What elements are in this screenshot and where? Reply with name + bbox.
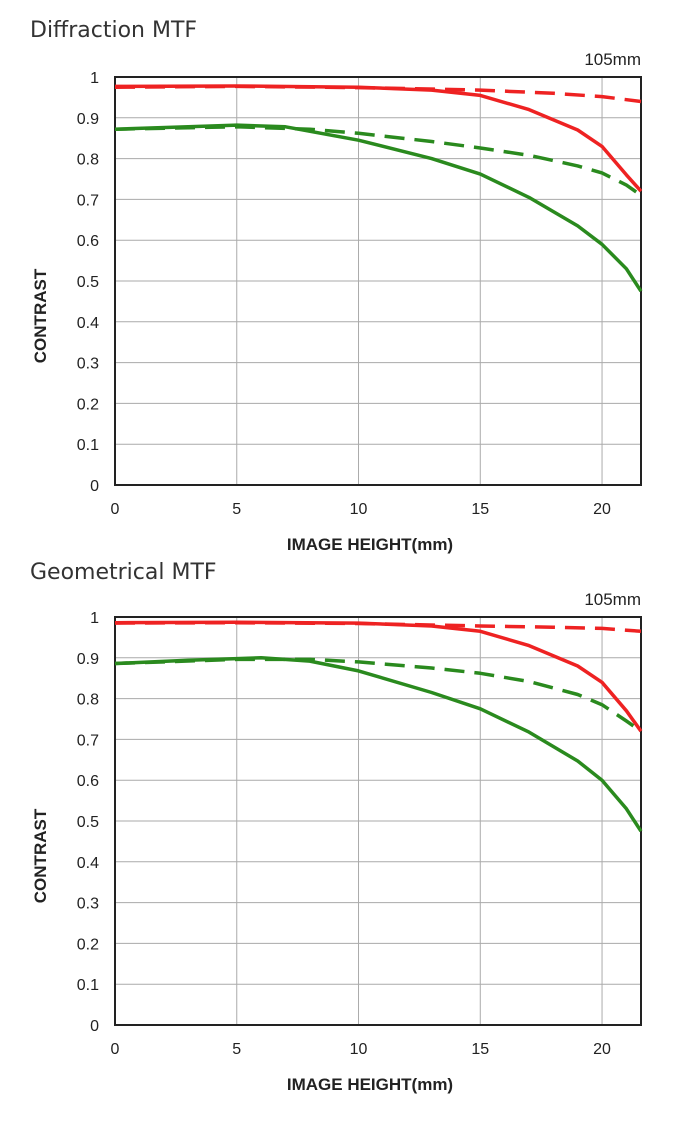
x-tick-label: 5: [232, 1041, 241, 1058]
x-tick-label: 5: [232, 501, 241, 518]
mtf-series-line: [114, 123, 643, 293]
x-tick-label: 20: [593, 1041, 611, 1058]
y-axis-label: CONTRAST: [31, 808, 50, 903]
y-tick-label: 0.9: [77, 651, 99, 668]
y-tick-label: 0.1: [77, 437, 99, 454]
x-tick-label: 15: [471, 501, 489, 518]
x-tick-label: 0: [111, 501, 120, 518]
y-tick-label: 1: [90, 70, 99, 87]
x-tick-label: 10: [350, 1041, 368, 1058]
diffraction-mtf-title: Diffraction MTF: [30, 18, 198, 43]
y-axis-label: CONTRAST: [31, 268, 50, 363]
y-tick-label: 0.7: [77, 732, 99, 749]
y-tick-label: 0.4: [77, 855, 99, 872]
y-tick-label: 0.1: [77, 977, 99, 994]
y-tick-label: 0: [90, 1018, 99, 1035]
y-tick-label: 0.8: [77, 692, 99, 709]
focal-length-label: 105mm: [584, 50, 641, 69]
mtf-series-line: [114, 657, 643, 733]
y-tick-label: 0: [90, 478, 99, 495]
y-tick-label: 0.3: [77, 356, 99, 373]
geometrical-mtf-title: Geometrical MTF: [30, 560, 217, 585]
mtf-series-line: [114, 125, 643, 197]
plot-frame: [114, 616, 642, 1026]
x-axis-label: IMAGE HEIGHT(mm): [287, 1075, 453, 1094]
diffraction-mtf-chart: 00.10.20.30.40.50.60.70.80.910 5 10 15 20IMA…: [31, 50, 643, 554]
x-tick-label: 20: [593, 501, 611, 518]
y-tick-label: 0.7: [77, 192, 99, 209]
focal-length-label: 105mm: [584, 590, 641, 609]
x-axis-label: IMAGE HEIGHT(mm): [287, 535, 453, 554]
mtf-series-line: [114, 620, 642, 634]
y-tick-label: 0.5: [77, 274, 99, 291]
y-tick-label: 0.2: [77, 396, 99, 413]
y-tick-label: 0.5: [77, 814, 99, 831]
mtf-series-line: [114, 84, 642, 104]
geometrical-mtf-chart: 00.10.20.30.40.50.60.70.80.910 5 10 15 20IMA…: [31, 590, 643, 1094]
y-tick-label: 1: [90, 610, 99, 627]
y-tick-label: 0.2: [77, 936, 99, 953]
x-tick-label: 10: [350, 501, 368, 518]
y-tick-label: 0.9: [77, 111, 99, 128]
y-tick-label: 0.3: [77, 896, 99, 913]
y-tick-label: 0.4: [77, 315, 99, 332]
y-tick-label: 0.6: [77, 233, 99, 250]
x-tick-label: 0: [111, 1041, 120, 1058]
y-tick-label: 0.6: [77, 773, 99, 790]
mtf-series-line: [114, 656, 643, 833]
mtf-series-line: [114, 84, 643, 193]
x-tick-label: 15: [471, 1041, 489, 1058]
y-tick-label: 0.8: [77, 152, 99, 169]
plot-frame: [114, 76, 642, 486]
